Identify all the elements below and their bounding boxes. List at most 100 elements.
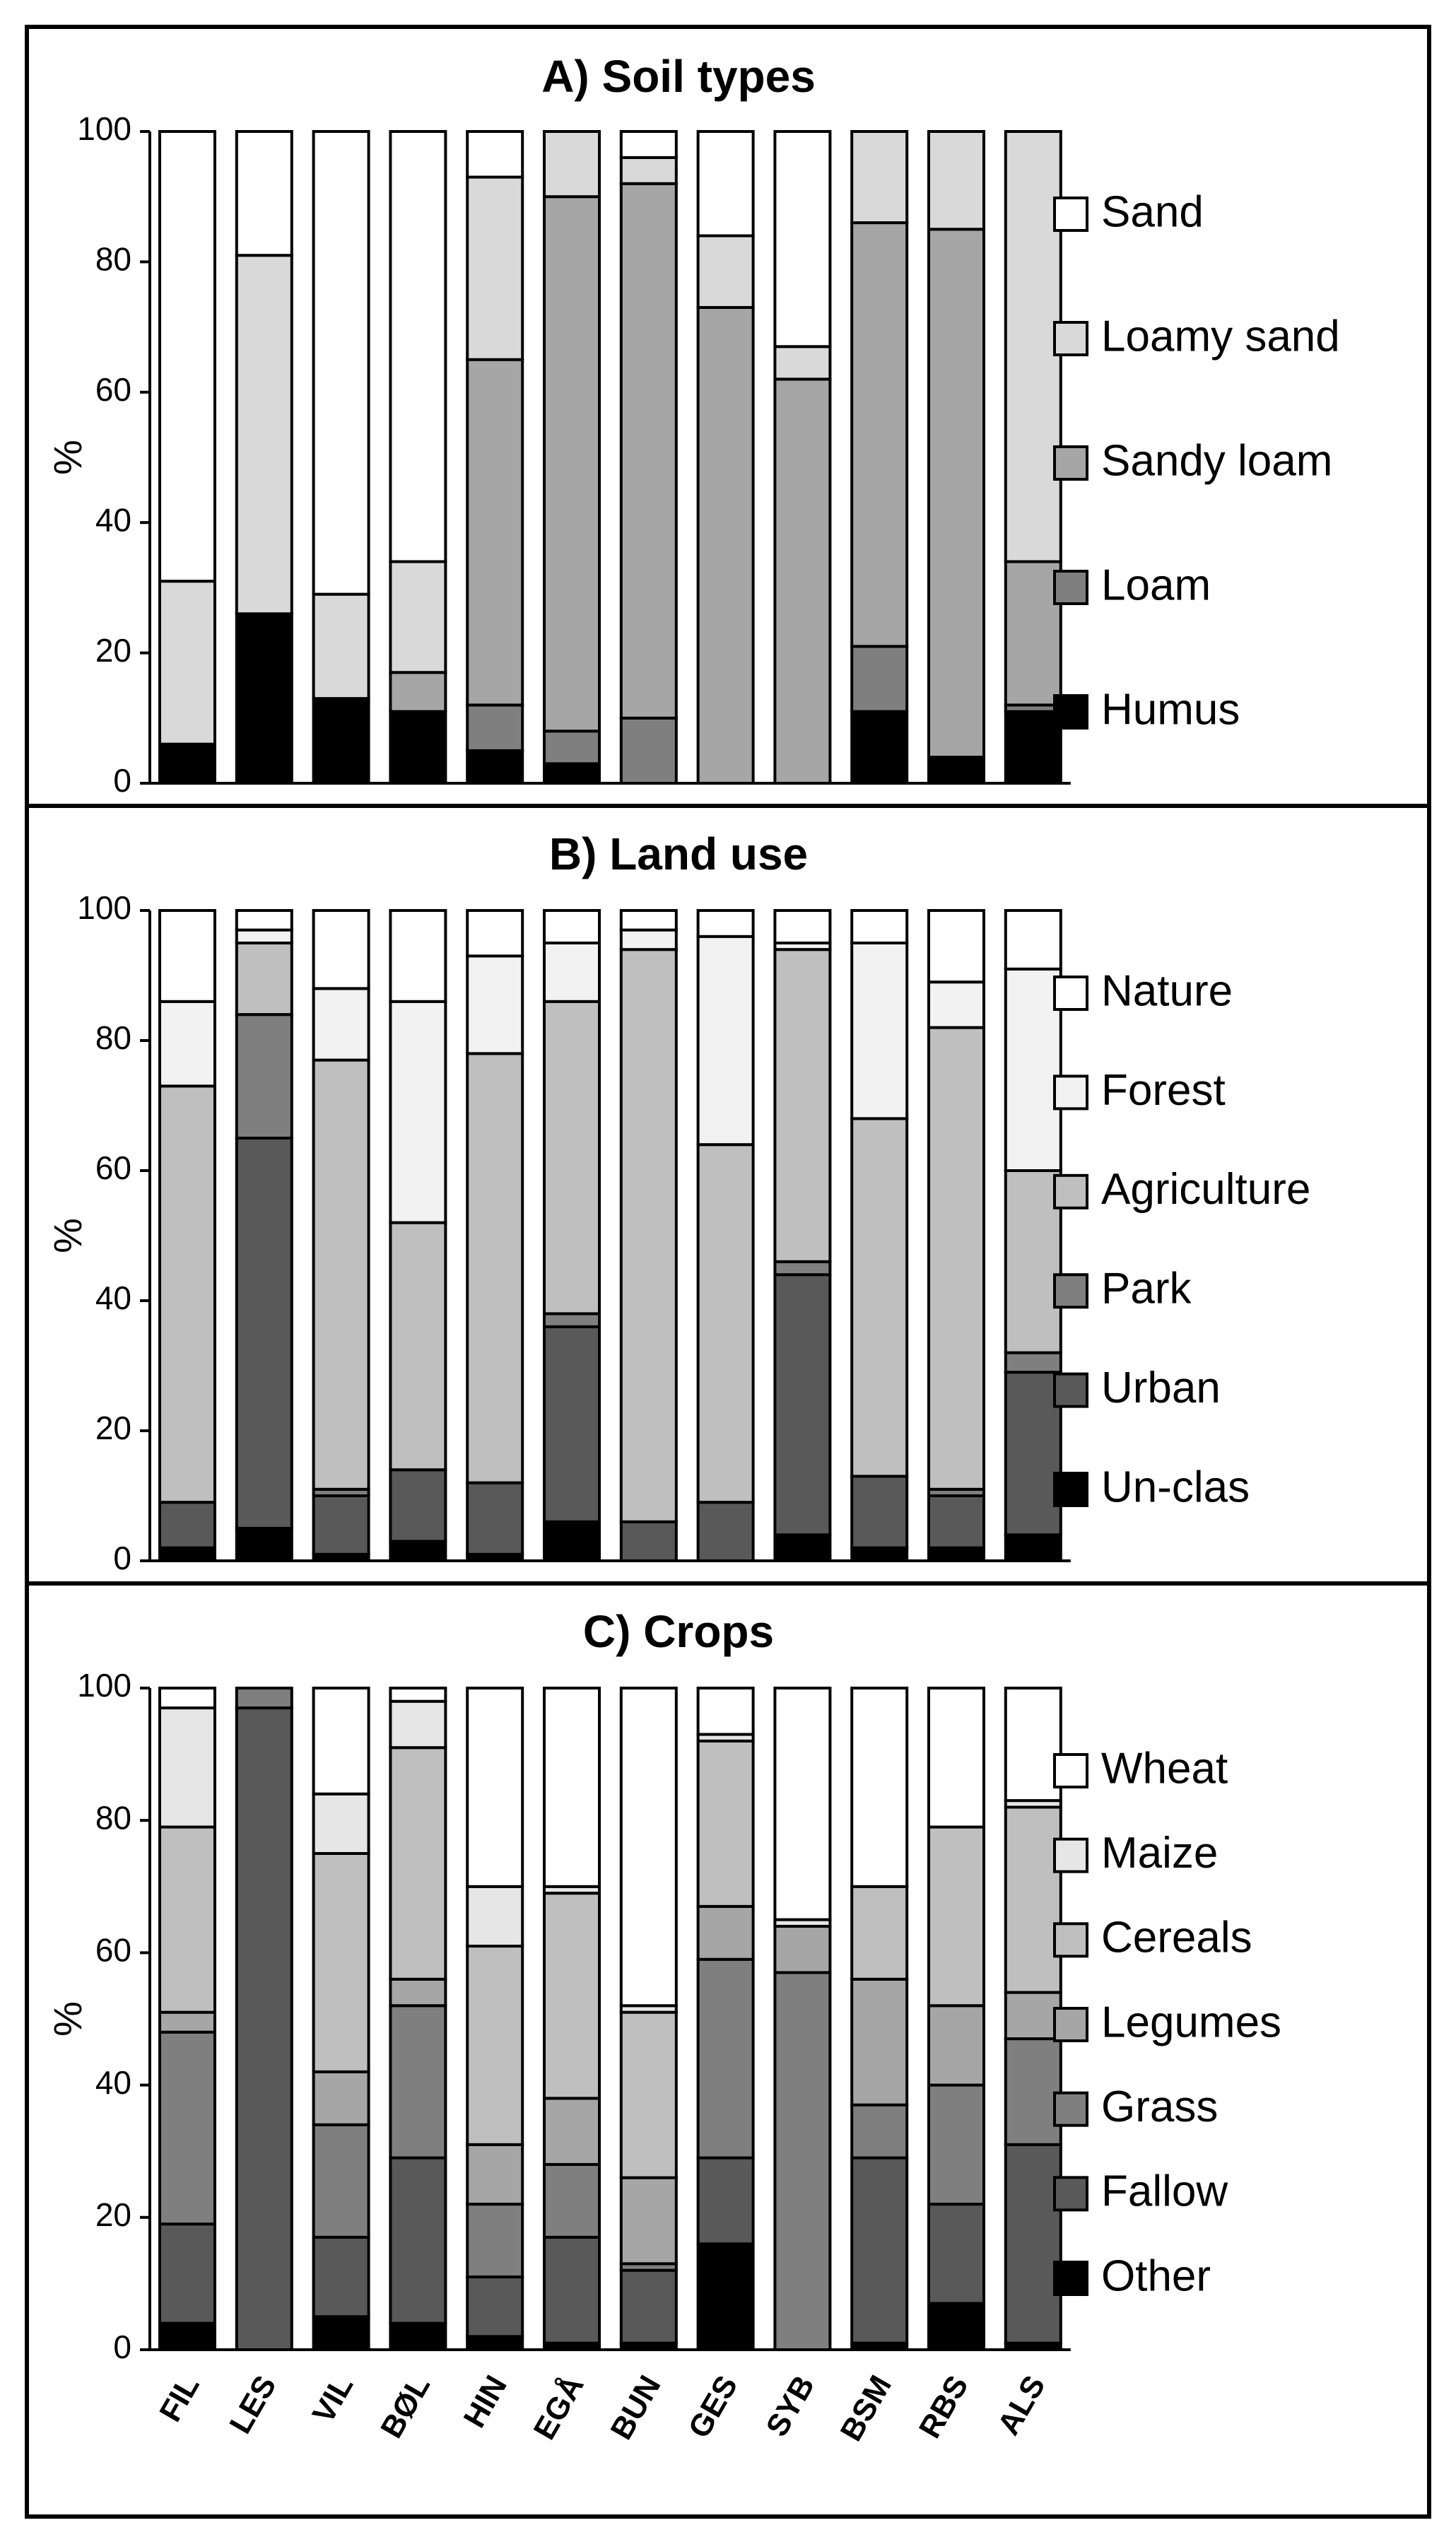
bar-segment-loamy-sand [850, 130, 909, 225]
chart-title: A) Soil types [541, 51, 816, 102]
legend-swatch-maize [1053, 1837, 1088, 1873]
legend-label: Agriculture [1101, 1165, 1310, 1214]
bar-segment-loamy-sand [543, 130, 601, 199]
bar-segment-forest [389, 1000, 447, 1224]
bar-group-hin [466, 909, 524, 1563]
y-axis-label: % [45, 440, 90, 475]
x-tick-label: FIL [153, 2370, 206, 2427]
x-tick-label: BSM [834, 2370, 898, 2447]
bar-segment-humus [158, 742, 216, 785]
bar-segment-maize [389, 1699, 447, 1750]
x-tick-label: HIN [457, 2370, 514, 2433]
y-tick-label: 20 [95, 632, 131, 669]
bar-segment-forest [619, 928, 678, 951]
bar-segment-nature [235, 909, 293, 932]
legend-swatch-grass [1053, 2091, 1088, 2127]
bar-group-egå [543, 909, 601, 1563]
bar-segment-urban [389, 1468, 447, 1543]
legend-swatch-humus [1053, 694, 1088, 730]
bar-segment-loamy-sand [773, 345, 832, 381]
bar-group-fil [158, 130, 216, 785]
bar-segment-sand [158, 130, 216, 583]
bar-group-rbs [927, 130, 985, 785]
y-axis-label: % [45, 2001, 90, 2037]
bar-group-egå [543, 130, 601, 785]
y-tick-label: 60 [95, 1149, 131, 1186]
bar-segment-park [1004, 1351, 1062, 1374]
bar-segment-agriculture [619, 948, 678, 1523]
legend-label: Nature [1101, 966, 1233, 1015]
bar-segment-un-clas [389, 1540, 447, 1562]
bar-segment-forest [466, 954, 524, 1055]
bar-segment-grass [466, 2203, 524, 2279]
bar-segment-un-clas [235, 1527, 293, 1562]
bar-segment-agriculture [927, 1026, 985, 1491]
legend-swatch-nature [1053, 976, 1088, 1011]
bar-group-syb [773, 130, 832, 785]
bar-segment-humus [1004, 710, 1062, 785]
panel-frame [25, 1581, 1431, 2519]
bar-segment-cereals [312, 1852, 370, 2073]
bar-segment-urban [773, 1273, 832, 1537]
bar-segment-humus [543, 762, 601, 785]
bar-group-vil [312, 1687, 370, 2351]
bar-segment-forest [850, 942, 909, 1120]
bar-segment-agriculture [773, 948, 832, 1263]
legend-label: Park [1101, 1265, 1192, 1313]
bar-segment-grass [850, 2103, 909, 2160]
bar-segment-urban [466, 1481, 524, 1556]
bar-segment-humus [389, 710, 447, 785]
bar-group-vil [312, 130, 370, 785]
chart-title: C) Crops [583, 1606, 774, 1657]
bar-segment-cereals [927, 1825, 985, 2008]
x-tick-label: BØL [374, 2370, 437, 2444]
bar-segment-agriculture [696, 1143, 755, 1504]
bar-segment-sand [619, 130, 678, 159]
bar-group-fil [158, 909, 216, 1563]
bar-segment-nature [158, 909, 216, 1003]
bar-segment-sandy-loam [696, 305, 755, 785]
bar-segment-urban [850, 1475, 909, 1550]
bar-segment-sandy-loam [773, 377, 832, 785]
bar-segment-un-clas [927, 1546, 985, 1563]
legend-label: Fallow [1101, 2167, 1228, 2216]
bar-group-fil [158, 1687, 216, 2352]
bar-group-bun [619, 130, 678, 785]
bar-segment-nature [1004, 909, 1062, 971]
bar-segment-fallow [466, 2276, 524, 2338]
chart-title: B) Land use [549, 828, 808, 879]
legend-swatch-sandy-loam [1053, 445, 1088, 481]
bar-segment-agriculture [235, 942, 293, 1017]
bar-segment-fallow [1004, 2143, 1062, 2345]
y-tick-label: 40 [95, 501, 131, 538]
bar-segment-cereals [696, 1739, 755, 1908]
bar-segment-grass [696, 1957, 755, 2160]
bar-segment-fallow [235, 1706, 293, 2352]
legend-label: Forest [1101, 1066, 1226, 1115]
x-tick-label: VIL [306, 2370, 360, 2429]
bar-group-rbs [927, 1687, 985, 2351]
bar-segment-cereals [850, 1885, 909, 1981]
bar-group-ges [696, 1687, 755, 2351]
bar-segment-sandy-loam [1004, 560, 1062, 707]
bar-segment-urban [312, 1494, 370, 1556]
bar-segment-cereals [543, 1892, 601, 2100]
bar-segment-sand [389, 130, 447, 563]
legend-label: Cereals [1101, 1914, 1252, 1962]
bar-segment-forest [235, 928, 293, 944]
legend-swatch-park [1053, 1273, 1088, 1309]
bar-segment-cereals [466, 1945, 524, 2146]
legend-swatch-wheat [1053, 1753, 1088, 1788]
bar-segment-fallow [312, 2235, 370, 2319]
legend: Sand Loamy sand Sandy loam Loam Humus [1053, 187, 1340, 734]
bar-segment-legumes [1004, 1991, 1062, 2041]
bar-segment-legumes [850, 1977, 909, 2107]
bar-segment-humus [927, 756, 985, 785]
y-tick-label: 0 [113, 1540, 131, 1576]
bar-segment-wheat [389, 1687, 447, 1703]
bar-segment-maize [158, 1706, 216, 1829]
bar-group-les [235, 130, 293, 785]
x-tick-label: LES [223, 2370, 283, 2440]
bar-segment-cereals [619, 2010, 678, 2179]
bar-group-bsm [850, 909, 909, 1563]
